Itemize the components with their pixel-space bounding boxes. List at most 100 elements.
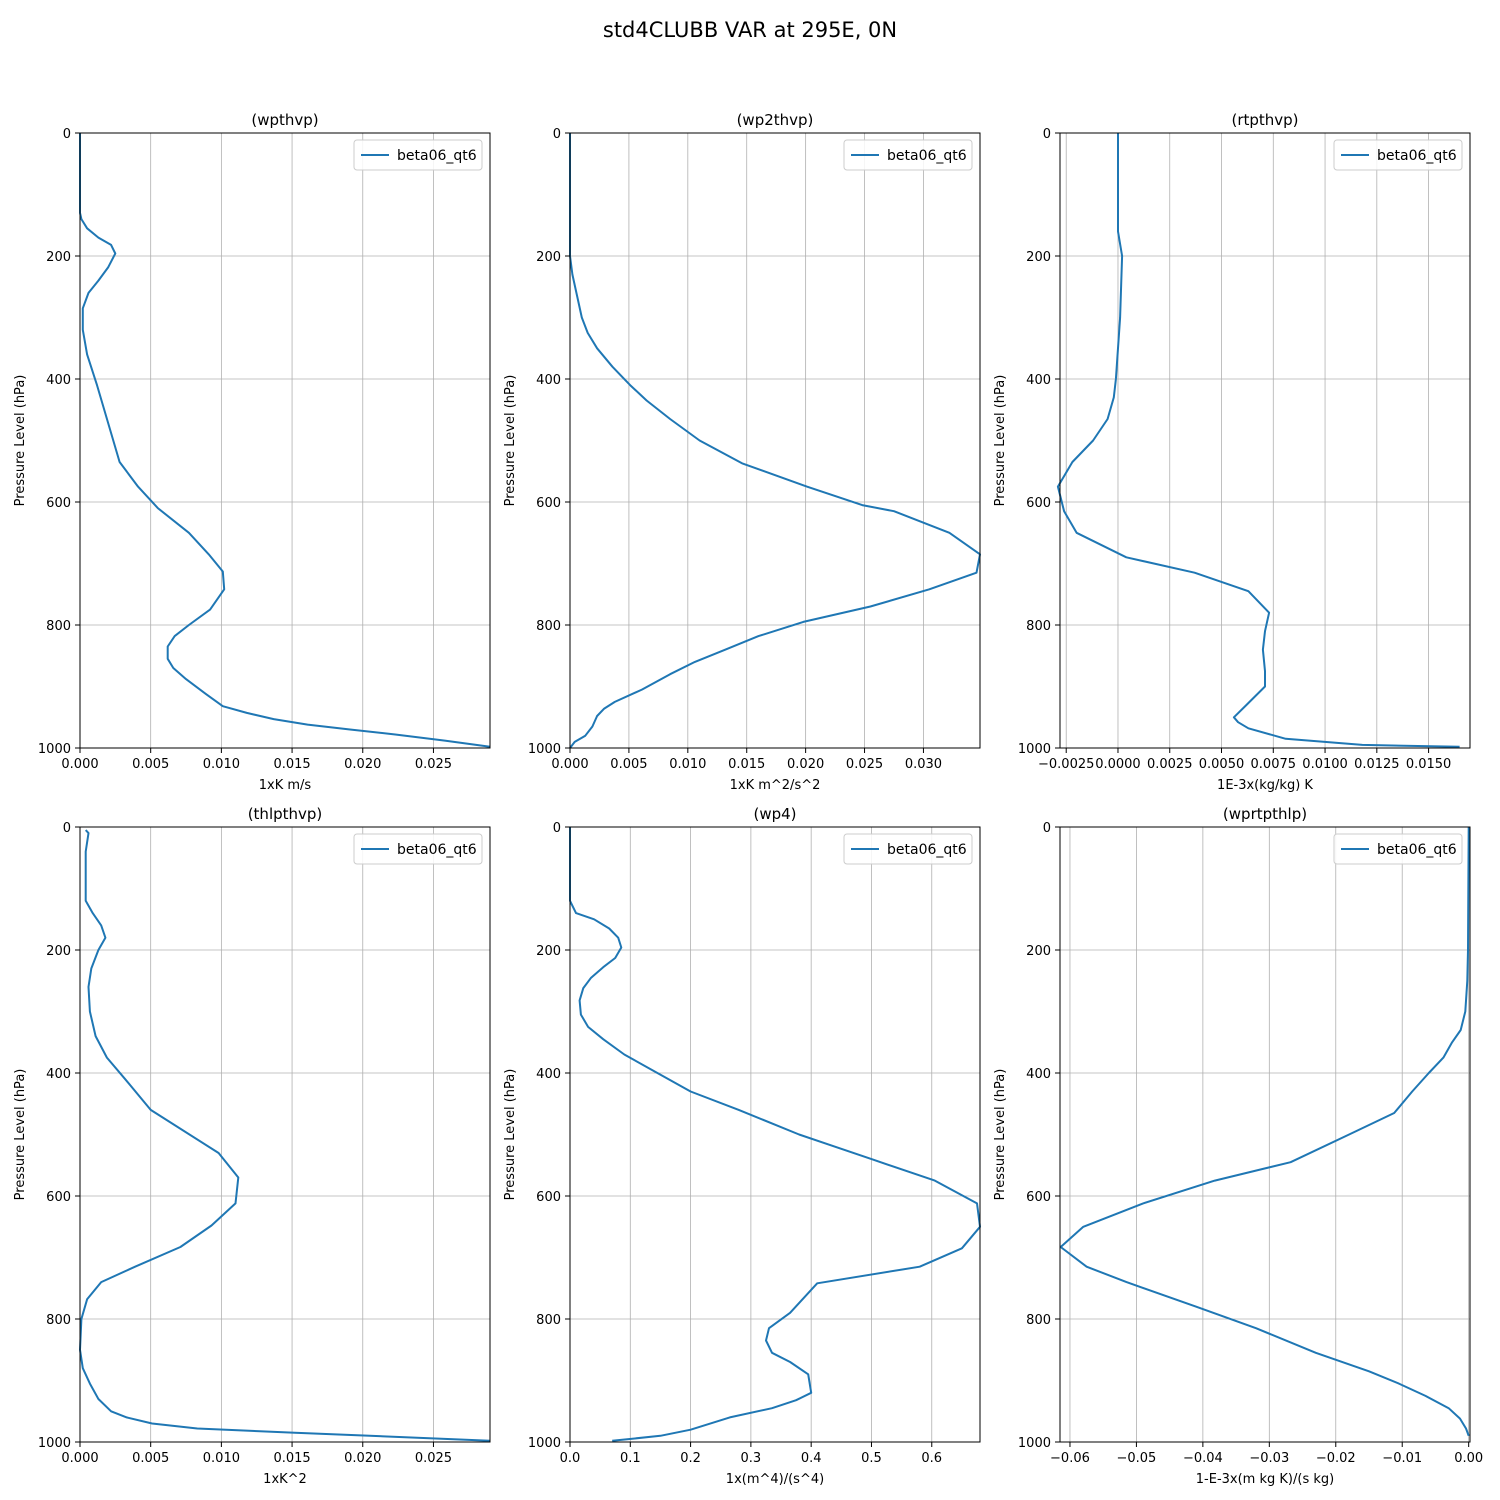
x-tick-label: 0.025 [415,1451,452,1466]
chart-title: (thlpthvp) [248,805,323,823]
chart-title: (wp4) [753,805,796,823]
y-tick-label: 1000 [528,1436,561,1451]
axes-frame [1059,132,1471,749]
chart-panel-wpthvp: 0.000 0.005 0.010 0.015 0.020 0.025 0 200 400 600… [13,111,491,793]
y-tick-label: 800 [46,619,71,634]
x-tick-label: 0.6 [921,1451,942,1466]
y-tick-label: 600 [46,496,71,511]
y-tick-label: 400 [1026,1067,1051,1082]
legend-box [1333,833,1463,865]
x-tick-label: 0.2 [680,1451,701,1466]
y-tick-label: 200 [1026,944,1051,959]
x-tick-label: 0.1 [620,1451,641,1466]
y-tick-label: 800 [536,619,561,634]
y-tick-label: 400 [1026,373,1051,388]
x-tick-label: 0.015 [728,757,765,772]
x-tick-label: 0.0100 [1302,757,1348,772]
x-tick-label: −0.01 [1382,1451,1422,1466]
chart-title: (wp2thvp) [737,111,814,129]
legend-label: beta06_qt6 [1377,842,1457,858]
y-axis-label: Pressure Level (hPa) [993,375,1008,507]
legend-label: beta06_qt6 [397,148,477,164]
x-tick-label: 0.025 [846,757,883,772]
axes-frame [79,826,491,1443]
legend-label: beta06_qt6 [887,148,967,164]
y-tick-label: 200 [46,250,71,265]
y-tick-label: 800 [536,1313,561,1328]
x-tick-label: 0.3 [741,1451,762,1466]
x-tick-label: 0.005 [610,757,647,772]
x-tick-label: 0.000 [61,757,98,772]
x-tick-label: 0.005 [132,757,169,772]
x-axis-label: 1-E-3x(m kg K)/(s kg) [1196,1472,1334,1487]
x-tick-label: 0.020 [344,757,381,772]
x-tick-label: 0.010 [203,757,240,772]
x-tick-label: 0.015 [273,757,310,772]
chart-title: (rtpthvp) [1231,111,1298,129]
x-tick-label: 0.015 [273,1451,310,1466]
x-tick-label: 0.0125 [1354,757,1400,772]
y-tick-label: 400 [536,1067,561,1082]
x-tick-label: 0.0150 [1406,757,1452,772]
y-tick-label: 400 [46,1067,71,1082]
x-tick-label: −0.04 [1183,1451,1223,1466]
y-tick-label: 0 [1043,821,1051,836]
y-tick-label: 800 [1026,619,1051,634]
chart-panel-thlpthvp: 0.000 0.005 0.010 0.015 0.020 0.025 0 200 400 600… [13,805,491,1487]
y-axis-label: Pressure Level (hPa) [13,1069,28,1201]
x-tick-label: 0.0050 [1199,757,1245,772]
x-tick-label: 0.0 [560,1451,581,1466]
x-tick-label: 0.010 [669,757,706,772]
y-tick-label: 0 [553,127,561,142]
x-tick-label: 0.000 [551,757,588,772]
y-tick-label: 1000 [1018,742,1051,757]
x-tick-label: 0.010 [203,1451,240,1466]
x-axis-label: 1xK^2 [263,1472,307,1487]
y-tick-label: 400 [536,373,561,388]
x-tick-label: 0.020 [787,757,824,772]
series-line [1059,826,1470,1437]
chart-panel-wp2thvp: 0.000 0.005 0.010 0.015 0.020 0.025 0.030 0 200 4… [503,111,981,793]
legend-box [843,833,973,865]
x-tick-label: −0.06 [1050,1451,1090,1466]
x-tick-label: −0.03 [1249,1451,1289,1466]
chart-panel-wprtpthlp: −0.06 −0.05 −0.04 −0.03 −0.02 −0.01 0.00 0 200 40… [993,805,1483,1487]
axes-frame [569,132,981,749]
y-tick-label: 400 [46,373,71,388]
y-tick-label: 600 [46,1190,71,1205]
y-tick-label: 1000 [38,1436,71,1451]
chart-panel-rtpthvp: −0.0025 0.0000 0.0025 0.0050 0.0075 0.0100 0.0… [993,111,1471,793]
chart-title: (wprtpthlp) [1223,805,1307,823]
x-tick-label: 0.0000 [1095,757,1141,772]
y-tick-label: 1000 [38,742,71,757]
y-tick-label: 1000 [528,742,561,757]
y-tick-label: 200 [536,944,561,959]
legend-label: beta06_qt6 [887,842,967,858]
y-tick-label: 600 [536,496,561,511]
y-tick-label: 0 [1043,127,1051,142]
chart-title: (wpthvp) [251,111,318,129]
y-tick-label: 1000 [1018,1436,1051,1451]
y-tick-label: 600 [536,1190,561,1205]
x-tick-label: 0.0025 [1147,757,1193,772]
legend-box [843,139,973,171]
legend-box [1333,139,1463,171]
axes-frame [1059,826,1471,1443]
series-line [79,829,491,1442]
x-tick-label: 0.00 [1454,1451,1483,1466]
y-axis-label: Pressure Level (hPa) [503,1069,518,1201]
axes-frame [79,132,491,749]
x-tick-label: −0.0025 [1038,757,1094,772]
x-tick-label: 0.000 [61,1451,98,1466]
series-line [79,133,491,748]
legend-box [353,139,483,171]
x-tick-label: 0.4 [801,1451,822,1466]
x-axis-label: 1E-3x(kg/kg) K [1217,778,1313,793]
y-axis-label: Pressure Level (hPa) [993,1069,1008,1201]
legend-box [353,833,483,865]
x-tick-label: −0.02 [1316,1451,1356,1466]
y-tick-label: 600 [1026,1190,1051,1205]
x-axis-label: 1x(m^4)/(s^4) [726,1472,824,1487]
series-line [1056,133,1460,748]
